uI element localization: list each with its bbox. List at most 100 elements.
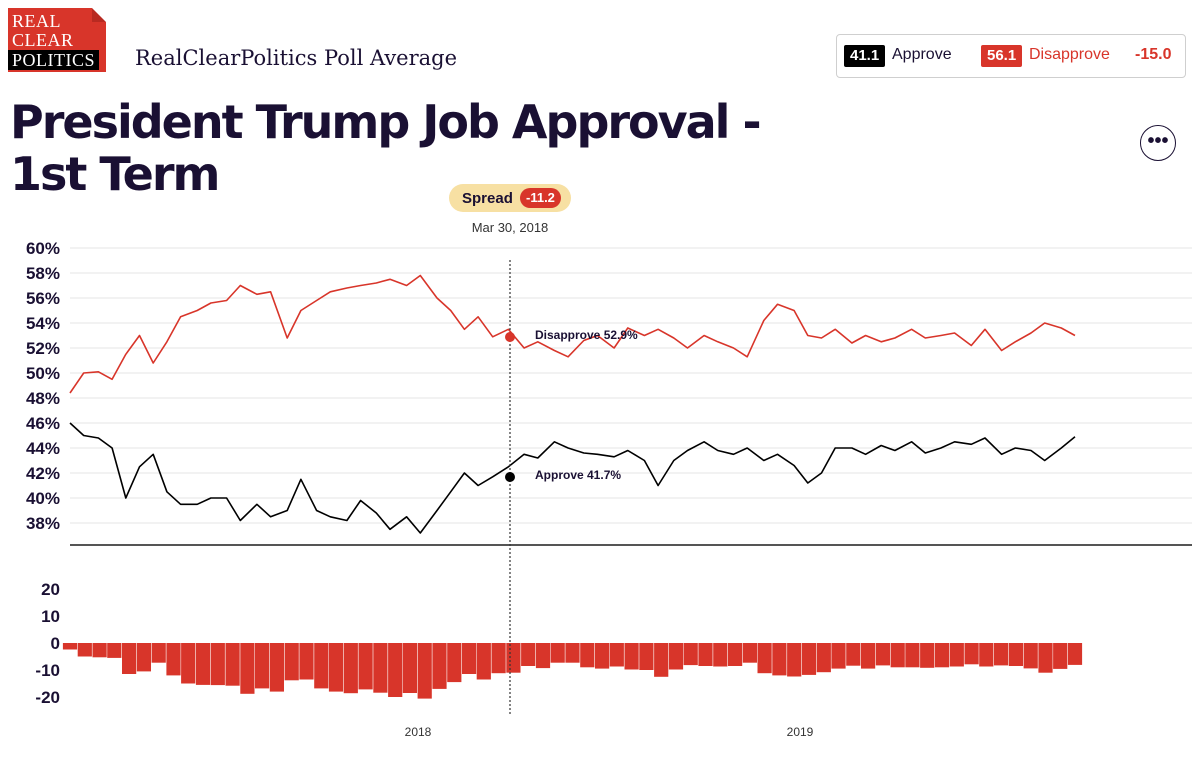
spread-bar <box>609 643 624 667</box>
spread-pill-label: Spread <box>462 190 513 207</box>
spread-bar <box>225 643 240 686</box>
spread-bar <box>107 643 122 658</box>
spread-tick-label: 0 <box>51 634 60 653</box>
spread-bar <box>668 643 684 670</box>
spread-bar <box>1038 643 1053 673</box>
spread-bar <box>875 643 890 666</box>
approve-label: Approve <box>892 46 952 63</box>
spread-bar <box>255 643 270 689</box>
spread-bar <box>77 643 92 657</box>
y-tick-label: 58% <box>26 264 60 283</box>
chart-grid <box>70 247 1192 524</box>
spread-bar <box>683 643 698 666</box>
y-tick-label: 40% <box>26 489 60 508</box>
disapprove-label: Disapprove <box>1029 46 1110 63</box>
spread-bar <box>550 643 565 663</box>
spread-bar <box>698 643 713 666</box>
y-tick-label: 54% <box>26 314 60 333</box>
spread-bar <box>166 643 181 676</box>
spread-bar <box>462 643 477 674</box>
spread-bar <box>624 643 639 670</box>
spread-bar <box>62 643 78 650</box>
spread-bar <box>772 643 787 676</box>
logo-line-politics: POLITICS <box>8 50 100 70</box>
y-tick-label: 60% <box>26 239 60 258</box>
spread-bar <box>210 643 225 686</box>
spread-bar <box>654 643 669 677</box>
spread-tick-label: -10 <box>35 661 60 680</box>
spread-bar <box>979 643 994 667</box>
spread-bar <box>417 643 432 699</box>
spread-bars <box>62 643 1083 699</box>
spread-bar <box>964 643 979 665</box>
y-tick-label: 46% <box>26 414 60 433</box>
more-options-button[interactable]: ••• <box>1140 125 1176 161</box>
spread-bar <box>757 643 772 674</box>
disapprove-value-badge: 56.1 <box>981 45 1023 67</box>
y-tick-label: 44% <box>26 439 60 458</box>
logo-folded-corner <box>92 8 106 22</box>
spread-bar <box>949 643 964 667</box>
logo-line-clear: CLEAR <box>12 30 74 50</box>
spread-bar <box>373 643 388 693</box>
spread-tick-label: -20 <box>35 688 60 707</box>
spread-summary-value: -15.0 <box>1135 46 1172 63</box>
spread-bar <box>861 643 876 669</box>
approve-value-badge: 41.1 <box>844 45 886 67</box>
series-lines <box>69 274 1076 534</box>
spread-bar <box>181 643 196 684</box>
x-tick-label-2018: 2018 <box>405 725 432 739</box>
disapprove-hover-dot <box>505 332 515 342</box>
logo-line-real: REAL <box>12 11 61 31</box>
approve-hover-label: Approve 41.7% <box>535 468 621 482</box>
y-tick-label: 52% <box>26 339 60 358</box>
rcp-logo: REAL CLEAR POLITICS <box>8 8 106 72</box>
spread-bar <box>728 643 743 666</box>
spread-bar <box>920 643 935 668</box>
summary-box: 41.1 Approve 56.1 Disapprove -15.0 <box>836 34 1186 78</box>
approve-hover-dot <box>505 472 515 482</box>
spread-axis-labels: 20 10 0 -10 -20 <box>35 580 60 707</box>
spread-bar <box>92 643 107 658</box>
spread-tick-label: 20 <box>41 580 60 599</box>
spread-bar <box>195 643 211 685</box>
spread-bar <box>713 643 728 667</box>
disapprove-hover-label: Disapprove 52.9% <box>535 328 638 342</box>
page-subtitle: RealClearPolitics Poll Average <box>135 46 458 70</box>
spread-bar <box>343 643 358 694</box>
spread-bar <box>535 643 551 669</box>
spread-pill-value: -11.2 <box>520 188 561 208</box>
spread-bar <box>1023 643 1038 669</box>
y-tick-label: 42% <box>26 464 60 483</box>
spread-bar <box>742 643 757 663</box>
spread-bar <box>934 643 950 668</box>
spread-bar <box>846 643 861 666</box>
spread-bar <box>787 643 802 677</box>
spread-pill: Spread -11.2 <box>449 184 571 212</box>
spread-bar <box>506 643 521 673</box>
spread-bar <box>402 643 417 693</box>
approve-line <box>69 422 1076 534</box>
spread-bar <box>595 643 610 669</box>
spread-bar <box>432 643 447 689</box>
spread-bar <box>994 643 1009 666</box>
spread-bar <box>240 643 255 694</box>
spread-bar <box>831 643 846 669</box>
spread-bar <box>151 643 166 663</box>
disapprove-line <box>69 274 1076 394</box>
spread-bar <box>269 643 284 692</box>
y-tick-label: 50% <box>26 364 60 383</box>
spread-bar <box>1067 643 1083 665</box>
spread-bar <box>639 643 654 670</box>
spread-bar <box>388 643 403 697</box>
spread-bar <box>447 643 462 683</box>
spread-bar <box>358 643 373 690</box>
spread-bar <box>299 643 314 680</box>
spread-bar <box>328 643 344 692</box>
hover-date: Mar 30, 2018 <box>471 220 549 235</box>
spread-tick-label: 10 <box>41 607 60 626</box>
spread-bar <box>890 643 905 668</box>
y-tick-label: 56% <box>26 289 60 308</box>
y-tick-label: 38% <box>26 514 60 533</box>
